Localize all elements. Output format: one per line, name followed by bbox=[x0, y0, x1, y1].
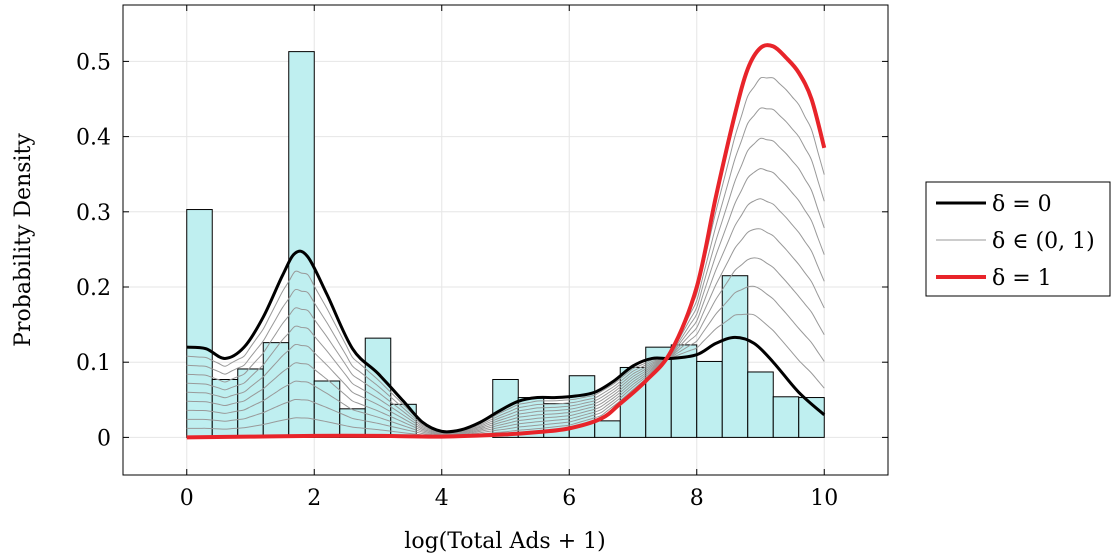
histogram-bar bbox=[747, 371, 774, 438]
histogram-bar bbox=[211, 378, 239, 438]
histogram-bar bbox=[339, 408, 366, 438]
y-axis-title: Probability Density bbox=[11, 133, 36, 347]
histogram-bar bbox=[186, 209, 213, 438]
plot-frame bbox=[122, 4, 889, 476]
y-tick-label: 0.3 bbox=[76, 201, 111, 226]
x-tick-label: 4 bbox=[435, 486, 449, 511]
y-tick-label: 0.4 bbox=[76, 126, 111, 151]
histogram-bar bbox=[772, 396, 800, 438]
histogram-bar bbox=[594, 420, 621, 438]
legend-label-delta1: δ = 1 bbox=[992, 266, 1052, 291]
density-curve-delta1 bbox=[186, 43, 827, 440]
density-curve-intermediate bbox=[186, 228, 825, 435]
density-curve-intermediate bbox=[186, 107, 825, 437]
density-curve-intermediate bbox=[186, 76, 825, 437]
x-tick-label: 8 bbox=[690, 486, 704, 511]
y-tick-label: 0.5 bbox=[76, 50, 111, 75]
density-curves bbox=[186, 43, 827, 440]
density-curve-delta0 bbox=[186, 249, 826, 434]
histogram-bar bbox=[721, 275, 749, 438]
histogram-bar bbox=[288, 51, 315, 438]
x-tick-label: 6 bbox=[562, 486, 576, 511]
x-tick-label: 0 bbox=[180, 486, 194, 511]
density-curve-intermediate bbox=[186, 137, 825, 436]
intermediate-density-curves bbox=[186, 76, 825, 437]
density-curve-intermediate bbox=[186, 257, 825, 434]
y-tick-label: 0 bbox=[97, 426, 111, 451]
x-tick-label: 2 bbox=[307, 486, 321, 511]
density-curve-intermediate bbox=[186, 168, 825, 436]
histogram-bar bbox=[696, 360, 723, 438]
x-tick-label: 10 bbox=[810, 486, 838, 511]
density-curve-intermediate bbox=[186, 270, 825, 433]
legend: δ = 0 δ ∈ (0, 1) δ = 1 bbox=[925, 181, 1111, 297]
y-tick-label: 0.1 bbox=[76, 351, 111, 376]
density-curve-intermediate bbox=[186, 198, 825, 435]
histogram-bar bbox=[670, 344, 698, 438]
histogram-bar bbox=[262, 342, 290, 438]
histogram-bar bbox=[364, 337, 392, 438]
axis-ticks: 0 2 4 6 8 10 0 0.1 0.2 0.3 0.4 0.5 bbox=[76, 5, 888, 511]
density-curve-intermediate bbox=[186, 285, 825, 434]
x-axis-title: log(Total Ads + 1) bbox=[404, 529, 605, 554]
histogram bbox=[186, 51, 825, 438]
histogram-bar bbox=[313, 380, 341, 438]
legend-label-delta-mid: δ ∈ (0, 1) bbox=[992, 229, 1095, 254]
legend-label-delta0: δ = 0 bbox=[992, 192, 1052, 217]
y-tick-label: 0.2 bbox=[76, 276, 111, 301]
